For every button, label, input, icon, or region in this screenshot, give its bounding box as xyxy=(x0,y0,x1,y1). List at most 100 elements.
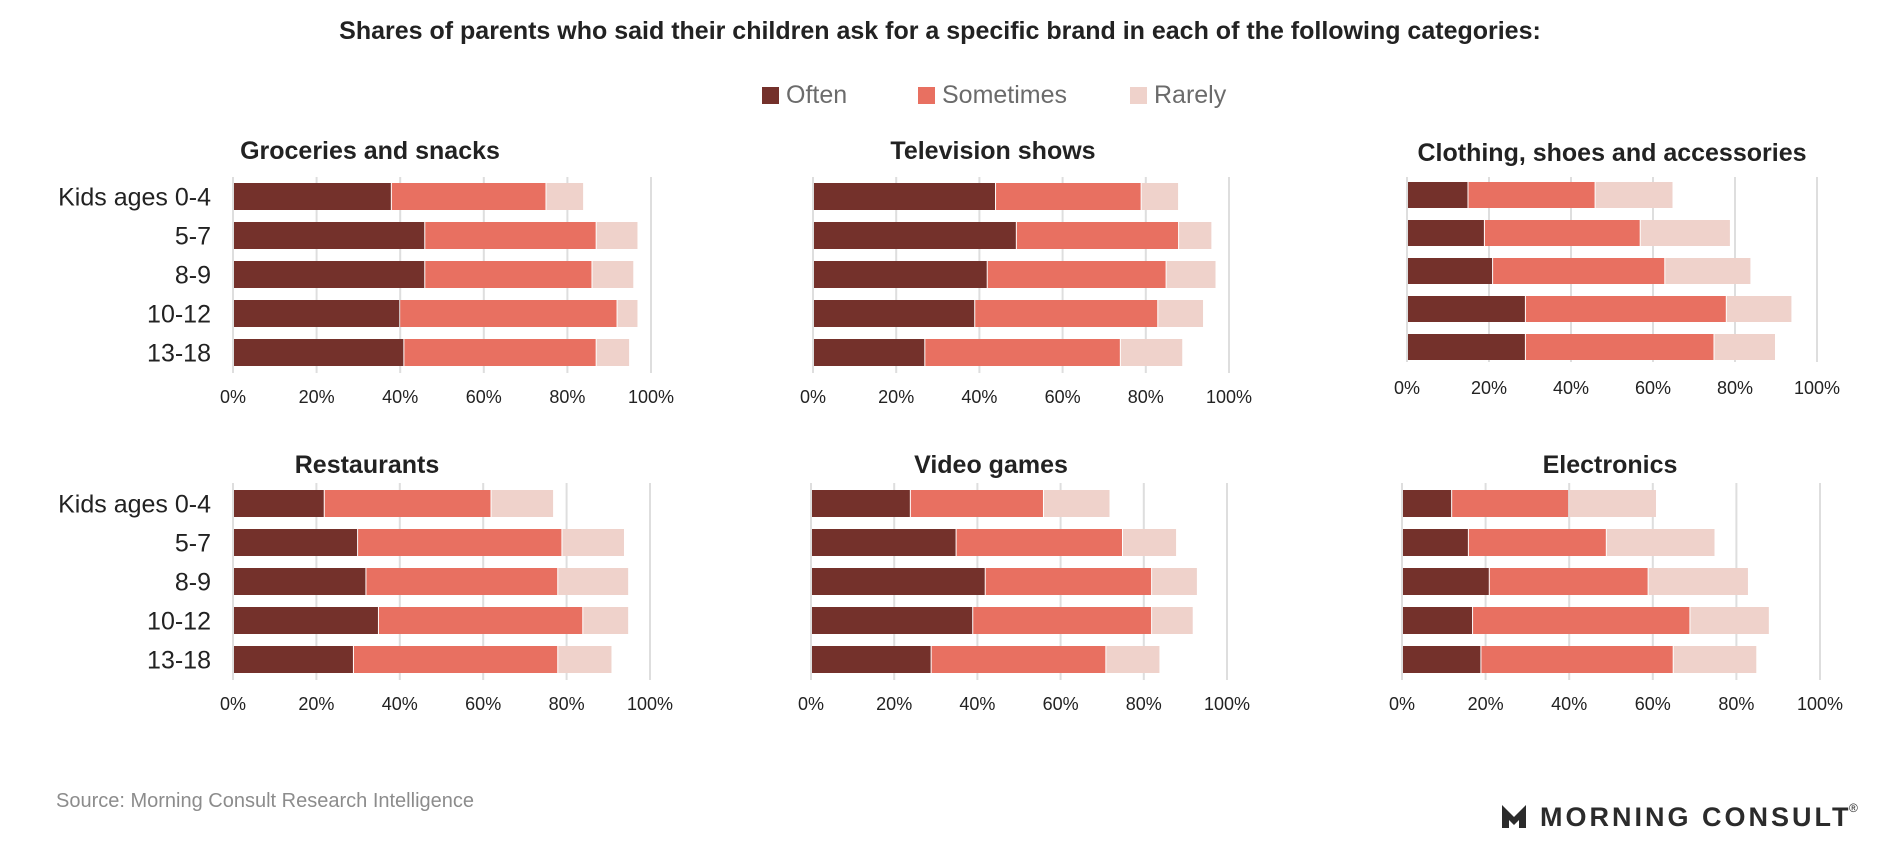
x-tick-label: 20% xyxy=(1468,694,1504,714)
category-label: 8-9 xyxy=(175,569,211,597)
x-tick-label: 0% xyxy=(1394,378,1420,398)
x-tick-label: 40% xyxy=(382,694,418,714)
x-tick-label: 80% xyxy=(1717,378,1753,398)
legend-label-sometimes: Sometimes xyxy=(942,81,1067,109)
bar-sometimes xyxy=(324,490,491,517)
bar-rarely xyxy=(617,300,638,327)
bar-rarely xyxy=(1665,258,1751,284)
bar-often xyxy=(811,529,956,556)
bar-often xyxy=(811,607,973,634)
bar-rarely xyxy=(1714,334,1775,360)
x-tick-label: 40% xyxy=(382,387,418,407)
bar-rarely xyxy=(596,339,630,366)
bar-often xyxy=(1402,490,1452,517)
x-tick-label: 0% xyxy=(798,694,824,714)
bar-often xyxy=(1402,568,1489,595)
category-label: 8-9 xyxy=(175,262,211,290)
x-tick-label: 60% xyxy=(1635,378,1671,398)
bar-sometimes xyxy=(404,339,596,366)
x-tick-label: 80% xyxy=(1126,694,1162,714)
x-tick-label: 60% xyxy=(466,387,502,407)
panel-6: Electronics 0% 20% 40% 60% 80% 100% xyxy=(1389,451,1843,714)
bar-sometimes xyxy=(956,529,1122,556)
category-label: 13-18 xyxy=(147,340,211,368)
bar-sometimes xyxy=(1481,646,1673,673)
bar-often xyxy=(1402,646,1481,673)
bar-sometimes xyxy=(1484,220,1640,246)
bar-often xyxy=(813,222,1016,249)
bar-rarely xyxy=(1106,646,1160,673)
x-tick-label: 100% xyxy=(1797,694,1843,714)
bar-often xyxy=(813,183,996,210)
legend-label-rarely: Rarely xyxy=(1154,81,1227,109)
x-tick-label: 0% xyxy=(800,387,826,407)
bar-sometimes xyxy=(1468,529,1606,556)
bar-often xyxy=(813,300,975,327)
bar-rarely xyxy=(1123,529,1177,556)
category-label: 10-12 xyxy=(147,301,211,329)
x-tick-label: 100% xyxy=(627,694,673,714)
x-tick-label: 40% xyxy=(1551,694,1587,714)
bar-often xyxy=(233,568,366,595)
bar-often xyxy=(233,183,391,210)
bar-sometimes xyxy=(1493,258,1665,284)
logo-registered-mark: ® xyxy=(1849,801,1858,815)
panel-title: Electronics xyxy=(1543,451,1678,479)
x-tick-label: 0% xyxy=(1389,694,1415,714)
category-label: 13-18 xyxy=(147,647,211,675)
bar-rarely xyxy=(583,607,629,634)
bar-rarely xyxy=(1179,222,1212,249)
bar-sometimes xyxy=(987,261,1166,288)
bar-sometimes xyxy=(1525,296,1726,322)
bar-often xyxy=(233,339,404,366)
bar-sometimes xyxy=(378,607,583,634)
bar-rarely xyxy=(1569,490,1656,517)
bar-sometimes xyxy=(985,568,1152,595)
bar-often xyxy=(811,568,985,595)
bar-sometimes xyxy=(910,490,1043,517)
bar-rarely xyxy=(1120,339,1183,366)
x-tick-label: 80% xyxy=(549,387,585,407)
bar-sometimes xyxy=(425,222,596,249)
bar-often xyxy=(813,339,925,366)
bar-often xyxy=(1407,182,1468,208)
legend-label-often: Often xyxy=(786,81,847,109)
bar-sometimes xyxy=(425,261,592,288)
source-note: Source: Morning Consult Research Intelli… xyxy=(56,790,474,812)
bar-often xyxy=(1407,258,1493,284)
bar-rarely xyxy=(1648,568,1748,595)
bar-sometimes xyxy=(366,568,558,595)
bar-often xyxy=(233,490,324,517)
bar-rarely xyxy=(1141,183,1179,210)
bar-sometimes xyxy=(975,300,1158,327)
bar-often xyxy=(233,261,425,288)
x-tick-label: 100% xyxy=(1794,378,1840,398)
x-tick-label: 60% xyxy=(465,694,501,714)
bar-sometimes xyxy=(1468,182,1595,208)
x-tick-label: 20% xyxy=(876,694,912,714)
panel-2: Television shows 0% 20% 40% 60% 80% 100% xyxy=(800,137,1252,407)
bar-often xyxy=(1402,529,1468,556)
x-tick-label: 100% xyxy=(1206,387,1252,407)
bar-sometimes xyxy=(353,646,558,673)
chart-panels: Groceries and snacks Kids ages 0-4 5-7 8-9 1… xyxy=(58,137,1843,714)
bar-rarely xyxy=(562,529,624,556)
legend: Often Sometimes Rarely xyxy=(762,81,1227,109)
x-tick-label: 40% xyxy=(959,694,995,714)
bar-rarely xyxy=(1606,529,1715,556)
bar-sometimes xyxy=(1016,222,1179,249)
chart-title: Shares of parents who said their childre… xyxy=(339,17,1541,45)
bar-sometimes xyxy=(931,646,1106,673)
x-tick-label: 100% xyxy=(1204,694,1250,714)
x-tick-label: 60% xyxy=(1635,694,1671,714)
x-tick-label: 40% xyxy=(961,387,997,407)
bar-sometimes xyxy=(973,607,1152,634)
bar-often xyxy=(233,607,378,634)
x-tick-label: 40% xyxy=(1553,378,1589,398)
bar-rarely xyxy=(596,222,638,249)
bar-rarely xyxy=(558,646,612,673)
bar-rarely xyxy=(1690,607,1769,634)
bar-sometimes xyxy=(925,339,1120,366)
bar-often xyxy=(1407,334,1525,360)
